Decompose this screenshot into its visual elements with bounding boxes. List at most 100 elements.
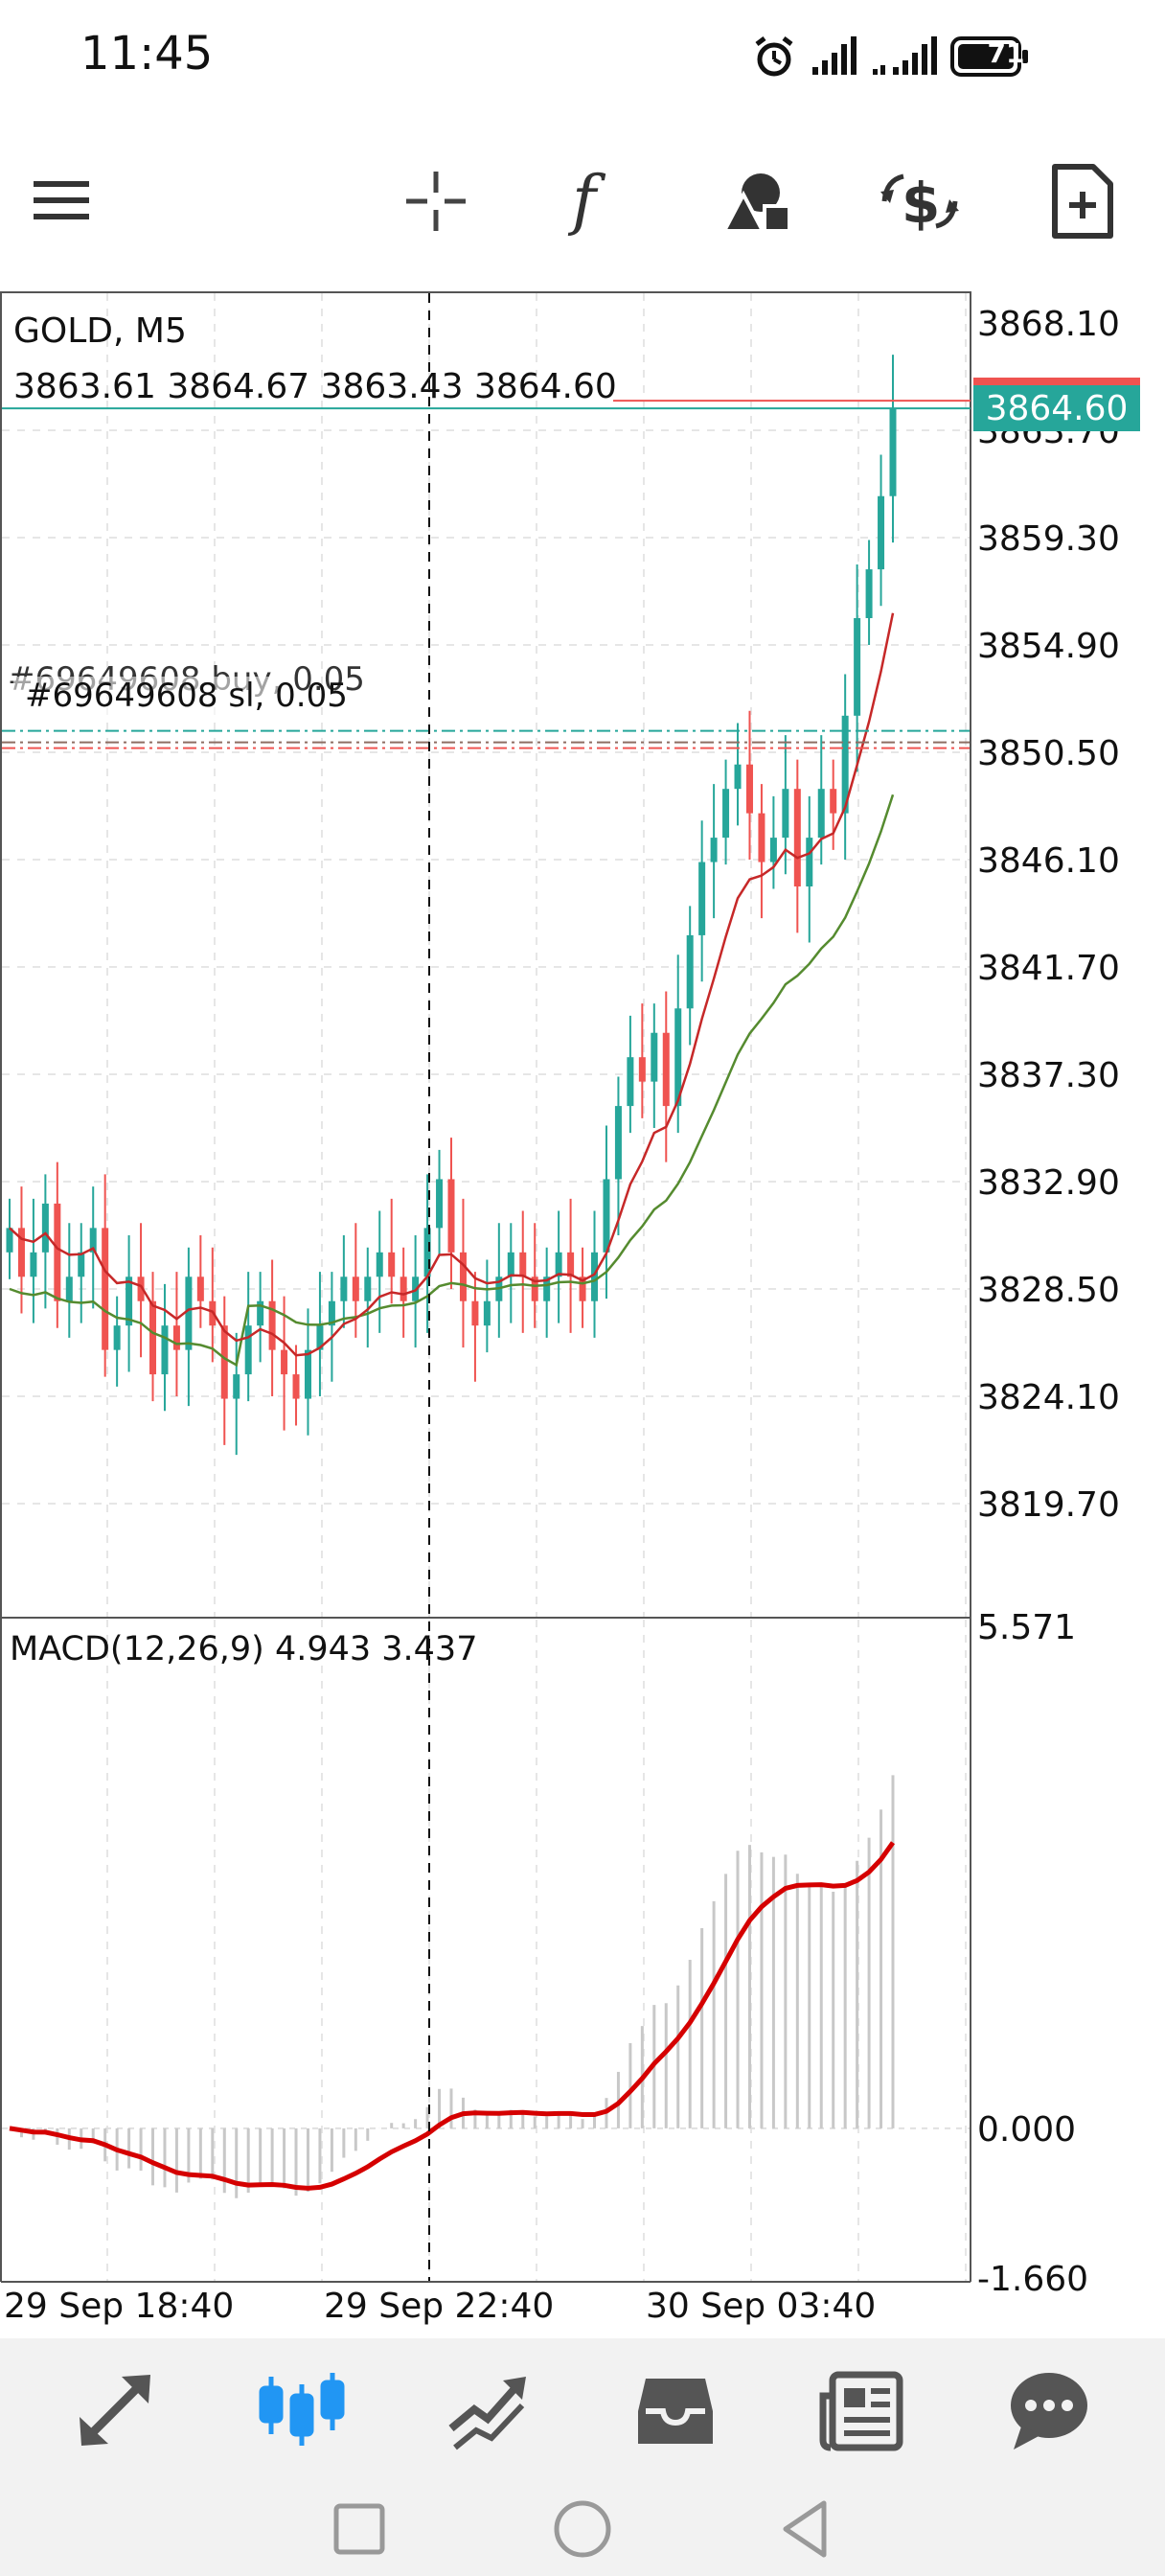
- candle: [878, 454, 885, 607]
- candle: [758, 784, 765, 919]
- candle: [651, 1003, 658, 1128]
- home-circle-icon: [554, 2500, 611, 2558]
- objects-button[interactable]: [704, 144, 810, 259]
- time-tick-label: 29 Sep 22:40: [324, 2287, 554, 2326]
- macd-series: [9, 1775, 896, 2198]
- candle-body: [793, 789, 801, 886]
- alarm-icon: [755, 36, 793, 77]
- macd-label: MACD(12,26,9) 4.943 3.437: [10, 1630, 477, 1668]
- candle: [447, 1138, 455, 1289]
- candle: [519, 1210, 527, 1333]
- menu-button[interactable]: [10, 144, 115, 259]
- price-tick-label: 3850.50: [977, 734, 1120, 773]
- candle-body: [459, 1252, 467, 1301]
- candle: [865, 540, 873, 645]
- candle-body: [591, 1252, 599, 1301]
- candle-body: [364, 1276, 372, 1301]
- candle: [483, 1259, 491, 1353]
- current-price-text: 3864.60: [986, 389, 1129, 428]
- candle-body: [686, 934, 694, 1009]
- candle-body: [817, 789, 825, 839]
- recents-square-icon: [333, 2503, 385, 2555]
- candle-body: [54, 1203, 61, 1301]
- candle-body: [376, 1252, 383, 1277]
- candle: [54, 1162, 61, 1328]
- candle-body: [483, 1300, 491, 1326]
- candle: [185, 1247, 193, 1407]
- candle: [364, 1247, 372, 1348]
- nav-history[interactable]: [618, 2362, 733, 2458]
- crosshair-button[interactable]: [383, 144, 489, 259]
- candle: [698, 820, 706, 982]
- new-order-button[interactable]: [1030, 144, 1135, 259]
- candle-body: [519, 1252, 527, 1277]
- candle-body: [627, 1057, 634, 1107]
- candle-body: [89, 1228, 97, 1253]
- candle-body: [233, 1374, 240, 1399]
- candle-body: [447, 1179, 455, 1253]
- slow-moving-average-line: [9, 794, 895, 1368]
- chat-icon: [1011, 2373, 1087, 2450]
- menu-icon: [34, 181, 89, 219]
- nav-chart[interactable]: [244, 2362, 359, 2458]
- candle: [102, 1174, 109, 1377]
- trade-button[interactable]: $: [867, 144, 972, 259]
- chart-overlays: [2, 293, 971, 2281]
- chart-area[interactable]: 3868.10 3863.70 3859.30 3854.90 3850.50 3846.…: [0, 288, 1165, 2329]
- candle: [830, 759, 837, 850]
- candle-body: [113, 1325, 121, 1350]
- recents-button[interactable]: [321, 2497, 398, 2561]
- home-button[interactable]: [544, 2497, 621, 2561]
- system-navigation-bar: [0, 2482, 1165, 2576]
- svg-text:$: $: [902, 171, 940, 236]
- candle: [65, 1223, 73, 1338]
- price-series: [6, 355, 897, 1456]
- candle-body: [149, 1300, 157, 1375]
- candle: [172, 1272, 180, 1396]
- candle: [471, 1272, 479, 1382]
- price-tick-label: 3824.10: [977, 1378, 1120, 1417]
- candle-body: [841, 715, 849, 814]
- candle-body: [292, 1374, 300, 1399]
- nav-chat[interactable]: [992, 2362, 1107, 2458]
- main-chart-frame: [0, 291, 971, 1619]
- candle: [196, 1235, 204, 1328]
- candle-body: [328, 1300, 335, 1326]
- nav-news[interactable]: [805, 2362, 920, 2458]
- chart-icon: [259, 2373, 345, 2446]
- candle-body: [41, 1203, 49, 1253]
- candle: [638, 1003, 646, 1118]
- candle-body: [567, 1252, 575, 1277]
- candle: [304, 1308, 311, 1436]
- candle: [710, 784, 718, 919]
- back-button[interactable]: [766, 2497, 843, 2561]
- candle: [734, 723, 742, 826]
- candle: [388, 1198, 396, 1304]
- chart-canvas[interactable]: 3868.103863.703859.303854.903850.503846.…: [0, 288, 1165, 2329]
- price-tick-label: 3832.90: [977, 1163, 1120, 1203]
- candle-body: [782, 789, 789, 839]
- candle-body: [543, 1276, 551, 1301]
- candle-body: [423, 1228, 431, 1277]
- candle: [567, 1198, 575, 1333]
- trade-dollar-icon: $: [880, 171, 959, 236]
- candle: [686, 906, 694, 1046]
- candle: [400, 1247, 407, 1338]
- candle-body: [102, 1228, 109, 1350]
- news-icon: [819, 2371, 903, 2451]
- time-tick-label: 29 Sep 18:40: [4, 2287, 234, 2326]
- nav-quotes[interactable]: [57, 2362, 172, 2458]
- candle: [340, 1235, 348, 1328]
- time-tick-label: 30 Sep 03:40: [646, 2287, 876, 2326]
- macd-axis: 5.571 0.000 -1.660: [977, 1608, 1088, 2299]
- candle: [281, 1296, 288, 1431]
- indicators-button[interactable]: f: [541, 144, 647, 259]
- candle: [423, 1174, 431, 1333]
- price-tick-label: 3846.10: [977, 841, 1120, 881]
- macd-tick-label: -1.660: [977, 2260, 1088, 2299]
- nav-trade[interactable]: [431, 2362, 546, 2458]
- candle: [316, 1272, 324, 1396]
- candle-body: [854, 618, 861, 716]
- candle: [161, 1283, 169, 1412]
- candle-body: [185, 1276, 193, 1350]
